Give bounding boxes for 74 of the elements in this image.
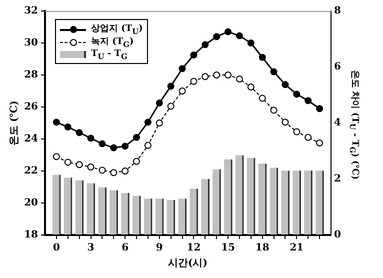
y2-tick-label: 8: [334, 6, 341, 17]
point: [122, 168, 129, 174]
point: [202, 73, 209, 80]
point: [144, 142, 152, 149]
point: [76, 129, 83, 136]
point: [247, 40, 254, 46]
point: [156, 100, 163, 106]
point: [270, 106, 278, 114]
point: [110, 169, 118, 176]
point: [293, 128, 300, 136]
x-tick-label: 9: [156, 242, 163, 254]
x-tick-label: 12: [186, 242, 201, 254]
point: [133, 158, 140, 165]
point: [202, 41, 209, 48]
point: [236, 32, 243, 40]
point: [247, 84, 254, 90]
x-tick-label: 6: [122, 242, 129, 254]
y-tick-label: 20: [24, 198, 38, 209]
x-axis-title: 시간(시): [168, 257, 208, 270]
legend-label: 상업지 (T$_{U}$): [91, 22, 143, 36]
point: [304, 134, 312, 141]
y-tick-label: 18: [24, 230, 38, 241]
y-tick-label: 28: [24, 70, 38, 81]
y2-tick-label: 4: [334, 118, 341, 129]
point: [316, 140, 324, 146]
point: [190, 78, 198, 85]
point: [76, 161, 83, 168]
point: [258, 54, 266, 61]
point: [52, 153, 60, 160]
point: [213, 33, 220, 40]
point: [258, 94, 266, 102]
point: [64, 158, 72, 166]
x-tick-label: 18: [255, 242, 270, 254]
point: [167, 102, 174, 110]
y2-tick-label: 6: [334, 62, 341, 73]
point: [270, 68, 278, 76]
y2-tick-label: 2: [334, 174, 341, 185]
point: [144, 118, 152, 126]
point: [98, 166, 106, 174]
x-tick-label: 3: [87, 242, 94, 254]
point: [190, 52, 198, 58]
y-tick-label: 24: [24, 134, 38, 145]
legend-label: T$_{U}$ - T$_{G}$: [91, 48, 128, 60]
legend-label: 녹지 (T$_{G}$): [91, 36, 134, 48]
point: [304, 97, 312, 104]
point: [110, 144, 118, 152]
y-tick-label: 22: [24, 166, 38, 177]
y-tick-label: 32: [24, 6, 38, 17]
point: [122, 142, 129, 150]
point: [64, 124, 72, 130]
point: [224, 28, 232, 36]
point: [87, 134, 94, 142]
y-tick-label: 30: [24, 38, 38, 49]
point: [156, 120, 163, 126]
point: [98, 140, 106, 148]
point: [178, 88, 186, 94]
x-tick-label: 15: [221, 242, 236, 254]
point: [87, 164, 94, 170]
point: [178, 65, 186, 72]
point: [236, 76, 243, 82]
y-tick-label: 26: [24, 102, 38, 113]
point: [316, 105, 324, 112]
point: [282, 81, 289, 88]
y-axis-title: 온도 (℃): [8, 100, 21, 146]
y2-tick-label: 0: [334, 230, 341, 241]
point: [52, 118, 60, 126]
x-tick-label: 21: [290, 242, 304, 254]
point: [133, 134, 140, 141]
point: [224, 72, 232, 78]
point: [282, 118, 289, 126]
point: [293, 90, 300, 98]
point: [167, 82, 174, 90]
x-tick-label: 0: [52, 242, 60, 254]
point: [213, 72, 220, 78]
